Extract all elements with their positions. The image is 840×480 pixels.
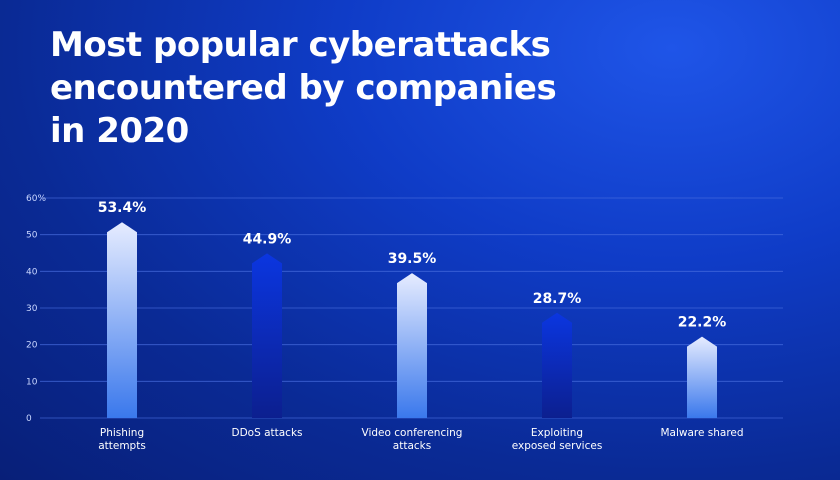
y-tick-label: 20 [26, 341, 38, 351]
x-axis-labels: Phishing attempts DDoS attacks Video confer… [98, 427, 743, 452]
bar [687, 336, 717, 418]
data-label: 39.5% [388, 251, 437, 267]
bar [252, 253, 282, 418]
data-labels: 53.4% 44.9% 39.5% 28.7% 22.2% [98, 200, 727, 330]
data-label: 53.4% [98, 200, 147, 216]
x-tick-label: Phishing attempts [98, 427, 146, 452]
x-tick-label: Video conferencing attacks [362, 427, 463, 452]
y-axis-ticks: 0 10 20 30 40 50 60% [26, 194, 46, 424]
y-tick-label: 60% [26, 194, 46, 204]
y-tick-label: 30 [26, 304, 38, 314]
x-tick-label: Malware shared [660, 427, 743, 439]
y-tick-label: 40 [26, 267, 38, 277]
bar [107, 222, 137, 418]
y-tick-label: 50 [26, 231, 38, 241]
x-tick-label: Exploiting exposed services [512, 427, 603, 452]
y-tick-label: 0 [26, 414, 32, 424]
chart-title: Most popular cyberattacks encountered by… [50, 25, 557, 151]
bars [107, 222, 717, 418]
bar [542, 312, 572, 418]
x-tick-label: DDoS attacks [231, 427, 302, 439]
bar [397, 273, 427, 418]
data-label: 22.2% [678, 315, 727, 331]
data-label: 44.9% [243, 231, 292, 247]
data-label: 28.7% [533, 291, 582, 307]
y-tick-label: 10 [26, 377, 38, 387]
